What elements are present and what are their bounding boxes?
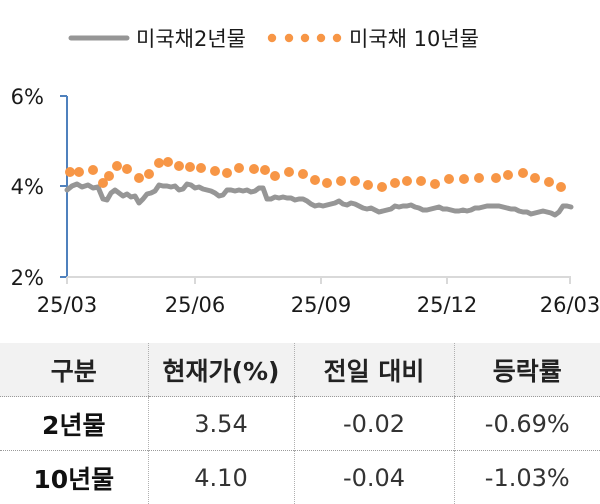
y-tick-4: 4% bbox=[11, 175, 44, 199]
table-row: 10년물 4.10 -0.04 -1.03% bbox=[0, 450, 600, 504]
header-category: 구분 bbox=[0, 343, 148, 397]
table-row: 2년물 3.54 -0.02 -0.69% bbox=[0, 396, 600, 451]
x-tick-2509: 25/09 bbox=[291, 293, 352, 317]
legend: 미국채2년물 미국채 10년물 bbox=[68, 27, 479, 51]
price-cell: 4.10 bbox=[147, 450, 294, 504]
legend-2y-label: 미국채2년물 bbox=[136, 27, 246, 51]
row-label: 10년물 bbox=[0, 450, 148, 504]
header-change: 전일 대비 bbox=[293, 343, 454, 397]
x-tick-2512: 25/12 bbox=[417, 293, 478, 317]
price-cell: 3.54 bbox=[147, 396, 294, 451]
y-tick-6: 6% bbox=[11, 85, 44, 109]
series-10y-dots bbox=[65, 157, 566, 192]
x-axis: 25/03 25/06 25/09 25/12 26/03 bbox=[37, 276, 600, 317]
change-cell: -0.02 bbox=[293, 396, 454, 451]
header-rate: 등락률 bbox=[453, 343, 600, 397]
table-header-row: 구분 현재가(%) 전일 대비 등락률 bbox=[0, 343, 600, 397]
legend-10y-swatch bbox=[267, 33, 342, 43]
rate-cell: -0.69% bbox=[453, 396, 600, 451]
yield-table: 구분 현재가(%) 전일 대비 등락률 2년물 3.54 -0.02 -0.69… bbox=[0, 343, 600, 504]
yield-chart: 미국채2년물 미국채 10년물 6% 4% 2% 25/03 25/06 25/… bbox=[11, 27, 600, 317]
rate-cell: -1.03% bbox=[453, 450, 600, 504]
y-tick-2: 2% bbox=[11, 266, 44, 290]
x-tick-2503: 25/03 bbox=[37, 293, 98, 317]
series-2y-line bbox=[64, 181, 574, 218]
header-price: 현재가(%) bbox=[147, 343, 294, 397]
x-tick-2506: 25/06 bbox=[165, 293, 226, 317]
legend-10y-label: 미국채 10년물 bbox=[349, 27, 479, 51]
change-cell: -0.04 bbox=[293, 450, 454, 504]
x-tick-2603: 26/03 bbox=[540, 293, 600, 317]
row-label: 2년물 bbox=[0, 396, 148, 451]
y-axis: 6% 4% 2% bbox=[11, 85, 68, 290]
